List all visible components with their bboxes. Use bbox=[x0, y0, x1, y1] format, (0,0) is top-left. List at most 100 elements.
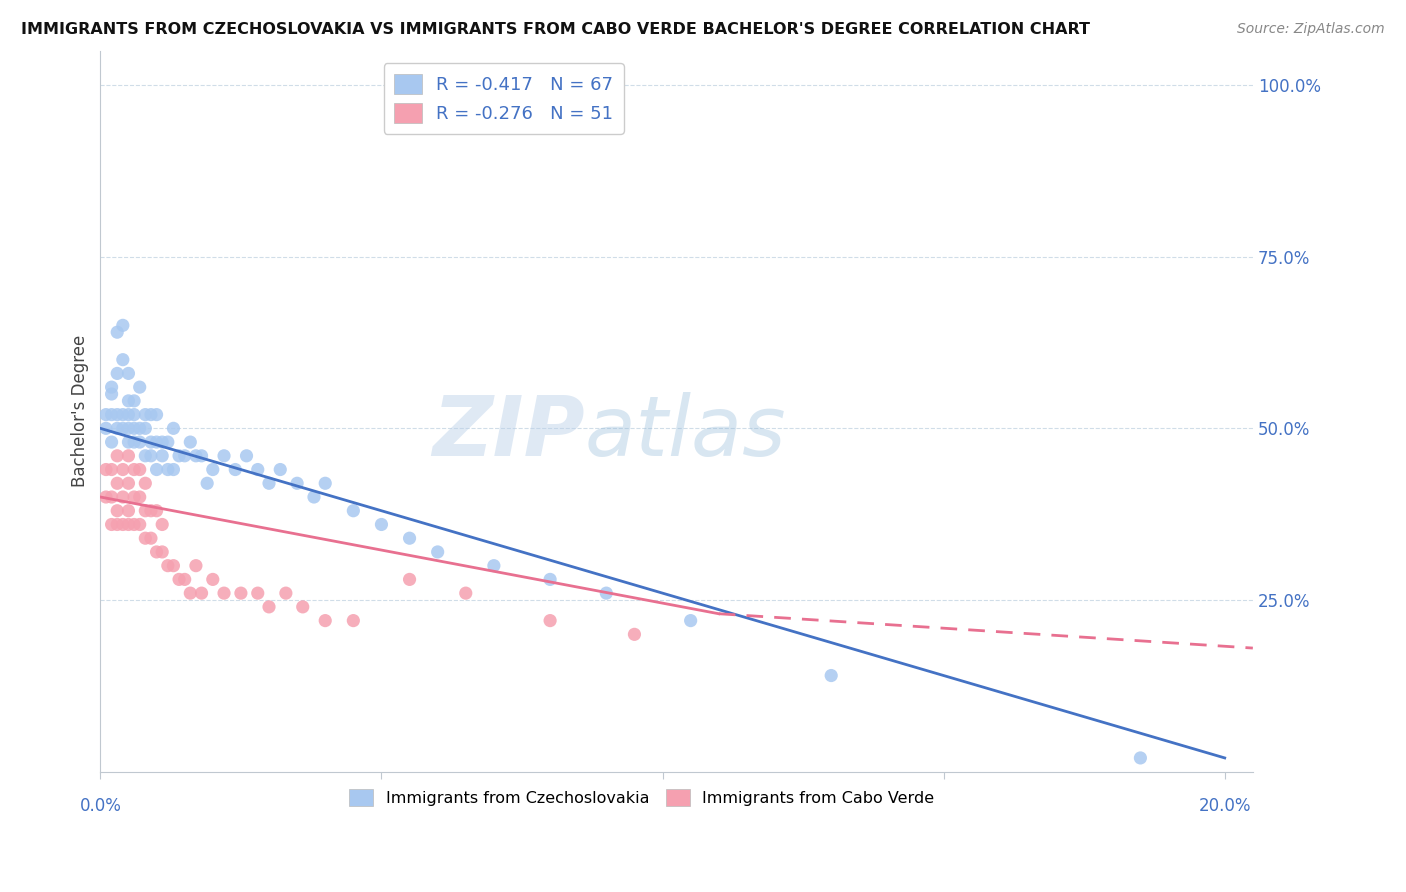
Point bbox=[156, 435, 179, 450]
Point bbox=[139, 435, 162, 450]
Y-axis label: Bachelor's Degree: Bachelor's Degree bbox=[72, 335, 89, 487]
Point bbox=[595, 586, 617, 600]
Point bbox=[134, 476, 156, 491]
Point bbox=[105, 408, 128, 422]
Point bbox=[820, 668, 842, 682]
Point bbox=[167, 449, 190, 463]
Point bbox=[145, 504, 167, 518]
Point bbox=[179, 586, 201, 600]
Point bbox=[156, 558, 179, 573]
Point bbox=[122, 435, 145, 450]
Point bbox=[173, 449, 195, 463]
Point bbox=[173, 573, 195, 587]
Point bbox=[156, 462, 179, 476]
Text: atlas: atlas bbox=[585, 392, 786, 474]
Point bbox=[111, 462, 134, 476]
Point bbox=[167, 573, 190, 587]
Point bbox=[111, 421, 134, 435]
Point bbox=[134, 504, 156, 518]
Point bbox=[139, 504, 162, 518]
Point bbox=[128, 490, 150, 504]
Point bbox=[117, 517, 139, 532]
Point bbox=[111, 352, 134, 367]
Point bbox=[122, 421, 145, 435]
Point bbox=[679, 614, 702, 628]
Point bbox=[454, 586, 477, 600]
Point bbox=[111, 490, 134, 504]
Point bbox=[201, 462, 224, 476]
Point bbox=[117, 476, 139, 491]
Point bbox=[128, 517, 150, 532]
Point bbox=[162, 462, 184, 476]
Point bbox=[117, 435, 139, 450]
Point bbox=[212, 586, 235, 600]
Point bbox=[128, 421, 150, 435]
Point bbox=[128, 380, 150, 394]
Point bbox=[623, 627, 645, 641]
Text: 0.0%: 0.0% bbox=[79, 797, 121, 814]
Point bbox=[134, 421, 156, 435]
Point bbox=[257, 476, 280, 491]
Point bbox=[246, 462, 269, 476]
Point bbox=[285, 476, 308, 491]
Point bbox=[117, 421, 139, 435]
Point bbox=[94, 462, 117, 476]
Point bbox=[291, 599, 314, 614]
Point bbox=[257, 599, 280, 614]
Text: Source: ZipAtlas.com: Source: ZipAtlas.com bbox=[1237, 22, 1385, 37]
Point bbox=[134, 531, 156, 545]
Point bbox=[105, 476, 128, 491]
Point bbox=[150, 545, 173, 559]
Point bbox=[117, 408, 139, 422]
Point bbox=[134, 408, 156, 422]
Point bbox=[122, 393, 145, 408]
Point bbox=[105, 421, 128, 435]
Point bbox=[122, 408, 145, 422]
Point bbox=[179, 435, 201, 450]
Point bbox=[105, 449, 128, 463]
Point bbox=[150, 449, 173, 463]
Point bbox=[100, 462, 122, 476]
Point bbox=[398, 531, 420, 545]
Point bbox=[162, 421, 184, 435]
Point bbox=[94, 421, 117, 435]
Point bbox=[314, 614, 336, 628]
Point bbox=[139, 449, 162, 463]
Point bbox=[100, 387, 122, 401]
Point bbox=[269, 462, 291, 476]
Point bbox=[314, 476, 336, 491]
Point bbox=[105, 504, 128, 518]
Point bbox=[100, 408, 122, 422]
Point bbox=[145, 545, 167, 559]
Point bbox=[100, 517, 122, 532]
Point bbox=[128, 435, 150, 450]
Point bbox=[122, 517, 145, 532]
Point bbox=[134, 449, 156, 463]
Point bbox=[302, 490, 325, 504]
Point bbox=[117, 449, 139, 463]
Point bbox=[100, 490, 122, 504]
Legend: Immigrants from Czechoslovakia, Immigrants from Cabo Verde: Immigrants from Czechoslovakia, Immigran… bbox=[342, 780, 942, 814]
Point bbox=[111, 318, 134, 333]
Point bbox=[105, 325, 128, 339]
Point bbox=[117, 393, 139, 408]
Point bbox=[538, 614, 561, 628]
Text: 20.0%: 20.0% bbox=[1198, 797, 1251, 814]
Point bbox=[212, 449, 235, 463]
Point bbox=[100, 380, 122, 394]
Point bbox=[122, 462, 145, 476]
Text: IMMIGRANTS FROM CZECHOSLOVAKIA VS IMMIGRANTS FROM CABO VERDE BACHELOR'S DEGREE C: IMMIGRANTS FROM CZECHOSLOVAKIA VS IMMIGR… bbox=[21, 22, 1090, 37]
Point bbox=[139, 531, 162, 545]
Point bbox=[145, 462, 167, 476]
Point bbox=[184, 558, 207, 573]
Point bbox=[195, 476, 218, 491]
Point bbox=[190, 586, 212, 600]
Point bbox=[117, 367, 139, 381]
Point bbox=[184, 449, 207, 463]
Point bbox=[94, 408, 117, 422]
Point bbox=[150, 435, 173, 450]
Point bbox=[105, 517, 128, 532]
Point bbox=[342, 614, 364, 628]
Point bbox=[190, 449, 212, 463]
Point bbox=[94, 490, 117, 504]
